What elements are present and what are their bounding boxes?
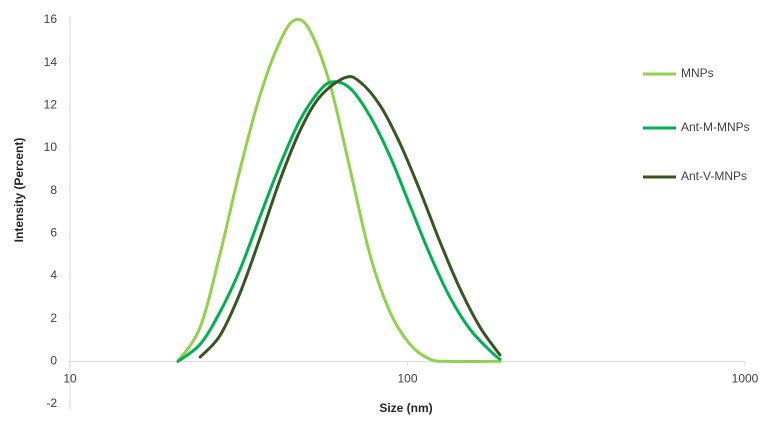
legend-label: MNPs: [681, 66, 714, 80]
series-line: [176, 17, 502, 363]
y-tick-label: -2: [46, 396, 57, 410]
y-axis-title: Intensity (Percent): [12, 138, 26, 243]
y-tick-label: 16: [44, 12, 58, 26]
y-tick-label: 2: [50, 311, 57, 325]
x-tick-label: 1000: [732, 372, 759, 386]
y-tick-label: 14: [44, 55, 58, 69]
x-tick-label: 100: [397, 372, 417, 386]
x-axis-title: Size (nm): [379, 401, 432, 415]
legend-label: Ant-V-MNPs: [681, 169, 747, 183]
x-tick-label: 10: [63, 372, 77, 386]
y-tick-label: 6: [50, 226, 57, 240]
y-tick-label: 10: [44, 140, 58, 154]
series-line: [198, 75, 502, 359]
y-tick-label: 8: [50, 183, 57, 197]
y-tick-label: 0: [50, 354, 57, 368]
y-tick-label: 12: [44, 98, 58, 112]
legend-label: Ant-M-MNPs: [681, 120, 750, 134]
y-tick-label: 4: [50, 268, 57, 282]
series-line: [176, 80, 502, 363]
